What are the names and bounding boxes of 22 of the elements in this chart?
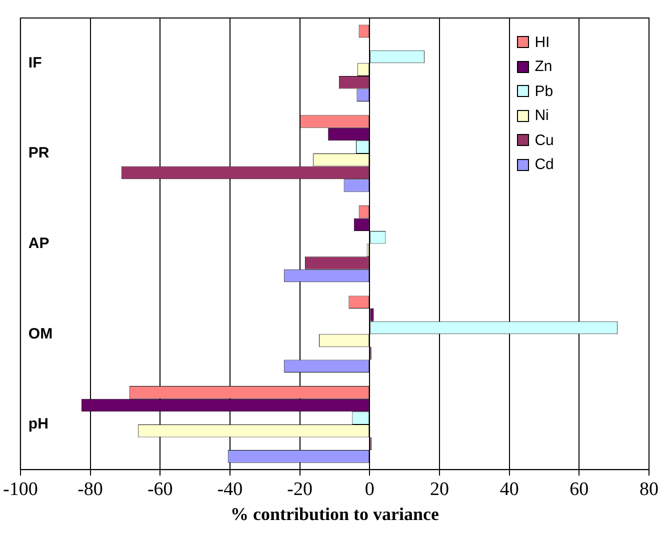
x-tick-label: -40 [217, 478, 243, 500]
y-tick-label: AP [28, 234, 50, 252]
legend-label: Pb [534, 82, 554, 100]
legend-label: Cd [534, 156, 554, 174]
legend-label: Cu [534, 132, 554, 149]
x-tick-label: 80 [640, 478, 658, 500]
x-tick-label: 20 [430, 478, 449, 500]
x-tick-label: -20 [287, 478, 312, 500]
y-tick-label: IF [28, 54, 42, 72]
legend-label: Ni [534, 107, 549, 124]
x-tick-label: -100 [3, 478, 38, 500]
x-tick-label: 60 [570, 478, 589, 500]
x-tick-label: -80 [78, 478, 103, 500]
x-tick-label: 40 [500, 478, 519, 500]
x-axis-title: % contribution to variance [230, 504, 439, 524]
legend-label: HI [534, 34, 550, 51]
x-tick-label: -60 [147, 478, 173, 500]
y-tick-label: PR [28, 144, 50, 162]
legend-label: Zn [534, 58, 552, 76]
x-tick-label: 0 [364, 478, 374, 500]
y-tick-label: pH [28, 416, 48, 433]
y-tick-label: OM [28, 325, 53, 342]
